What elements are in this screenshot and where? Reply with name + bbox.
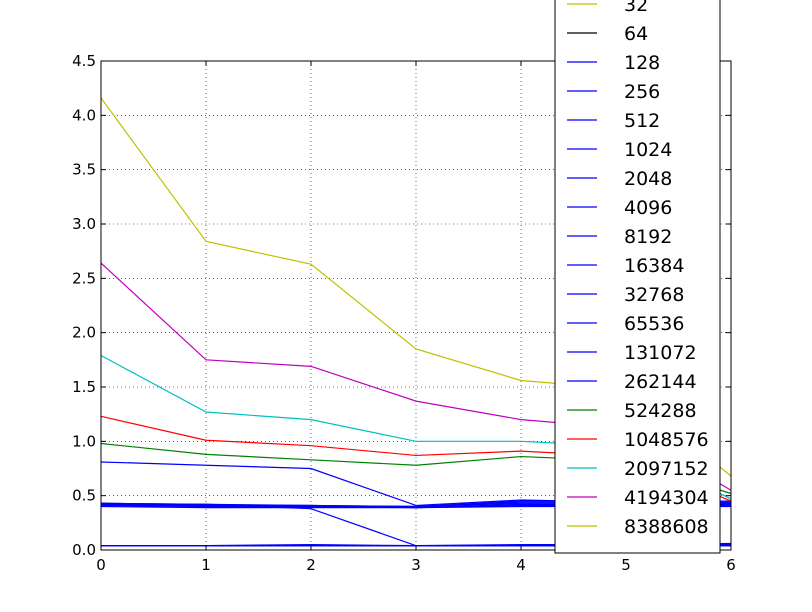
x-tick-label: 6 bbox=[726, 556, 736, 574]
y-tick-label: 1.5 bbox=[72, 378, 96, 396]
legend-label: 4096 bbox=[624, 197, 672, 219]
y-tick-label: 4.0 bbox=[72, 106, 96, 124]
legend-label: 131072 bbox=[624, 342, 697, 364]
legend-label: 8192 bbox=[624, 226, 672, 248]
x-tick-label: 4 bbox=[516, 556, 526, 574]
legend-label: 4194304 bbox=[624, 487, 709, 509]
y-tick-label: 2.5 bbox=[72, 269, 96, 287]
legend-label: 262144 bbox=[624, 371, 697, 393]
legend-label: 1024 bbox=[624, 139, 672, 161]
x-tick-label: 1 bbox=[201, 556, 211, 574]
legend-label: 65536 bbox=[624, 313, 684, 335]
x-tick-label: 0 bbox=[96, 556, 106, 574]
y-tick-label: 0.5 bbox=[72, 487, 96, 505]
y-tick-label: 0.0 bbox=[72, 541, 96, 559]
y-tick-label: 2.0 bbox=[72, 324, 96, 342]
x-tick-label: 5 bbox=[621, 556, 631, 574]
legend-label: 8388608 bbox=[624, 516, 709, 538]
legend-label: 256 bbox=[624, 81, 660, 103]
legend-label: 16384 bbox=[624, 255, 684, 277]
legend: 32 64 128 256 512 1024 2048 4096 8192 16384 32768 6… bbox=[554, 0, 721, 554]
legend-label: 2097152 bbox=[624, 458, 709, 480]
x-tick-label: 2 bbox=[306, 556, 316, 574]
x-tick-label: 3 bbox=[411, 556, 421, 574]
legend-label: 2048 bbox=[624, 168, 672, 190]
y-tick-label: 1.0 bbox=[72, 432, 96, 450]
y-tick-label: 3.5 bbox=[72, 161, 96, 179]
legend-label: 64 bbox=[624, 23, 648, 45]
legend-label: 32768 bbox=[624, 284, 684, 306]
y-tick-label: 4.5 bbox=[72, 52, 96, 70]
legend-label: 512 bbox=[624, 110, 660, 132]
legend-label: 128 bbox=[624, 52, 660, 74]
legend-box bbox=[554, 0, 721, 554]
legend-label: 1048576 bbox=[624, 429, 709, 451]
legend-label: 524288 bbox=[624, 400, 697, 422]
axis-ticks: 0 1 2 3 4 5 6 0.0 0.5 1.0 1.5 2.0 2.5 3.0 3.5 4.0 4.5 bbox=[72, 52, 736, 574]
y-tick-label: 3.0 bbox=[72, 215, 96, 233]
legend-label: 32 bbox=[624, 0, 648, 16]
